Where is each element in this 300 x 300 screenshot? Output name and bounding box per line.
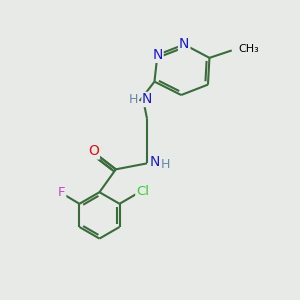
Text: H: H (129, 93, 138, 106)
Text: H: H (160, 158, 170, 171)
Text: N: N (152, 48, 163, 62)
Text: N: N (179, 38, 189, 52)
Text: CH₃: CH₃ (238, 44, 259, 54)
Text: Cl: Cl (136, 185, 149, 198)
Text: N: N (142, 92, 152, 106)
Text: F: F (58, 186, 65, 199)
Text: O: O (88, 145, 99, 158)
Text: N: N (149, 155, 160, 169)
